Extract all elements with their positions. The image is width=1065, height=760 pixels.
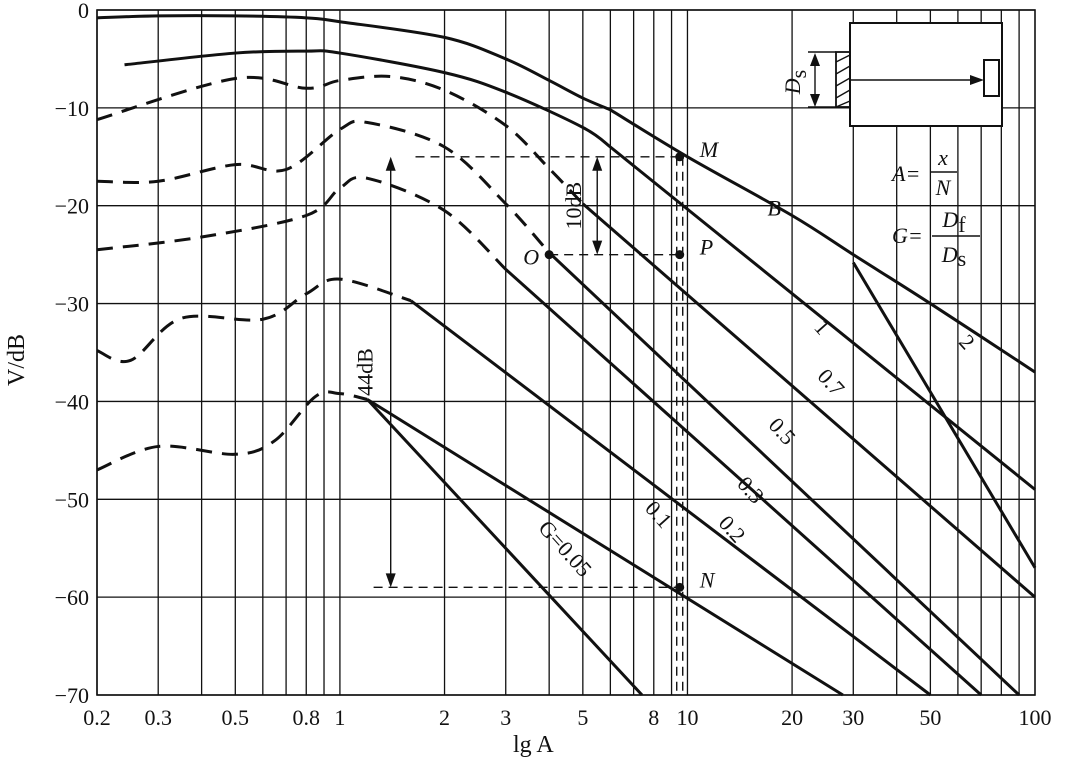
formula-g-lhs: G=	[892, 223, 923, 248]
y-tick-label: −70	[55, 683, 89, 708]
x-tick-label: 2	[439, 705, 450, 730]
x-tick-label: 30	[842, 705, 864, 730]
inset-ds-arrowhead-bottom	[810, 94, 820, 107]
x-tick-label: 0.2	[83, 705, 111, 730]
formula-g-numerator: Df	[941, 207, 966, 237]
formula-g-num-main: D	[941, 207, 958, 232]
marker-point	[675, 250, 685, 260]
x-tick-label: 0.5	[222, 705, 250, 730]
formula-g: G= Df Ds	[892, 207, 980, 271]
series-tail	[504, 268, 983, 697]
grid-lines	[96, 9, 1035, 696]
arrowhead-10db-top	[592, 156, 603, 171]
label-10db: 10dB	[561, 182, 586, 230]
series-line	[96, 390, 368, 472]
y-tick-label: −50	[55, 487, 89, 512]
inset-ds-arrowhead-top	[810, 53, 820, 66]
x-tick-label: 10	[676, 705, 698, 730]
x-axis-label: lg A	[513, 732, 554, 758]
curve-label: B	[768, 196, 781, 221]
y-axis-label: V/dB	[4, 334, 30, 386]
series-tail	[409, 299, 932, 697]
inset-hatch-line	[835, 54, 851, 63]
series-tail	[609, 145, 1036, 491]
formula-g-den-main: D	[941, 242, 958, 267]
x-tick-label: 3	[500, 705, 511, 730]
x-tick-label: 50	[919, 705, 941, 730]
inset-receiver	[983, 59, 1000, 97]
curve-label: 0.5	[764, 413, 801, 450]
inset-ds-main: D	[780, 78, 805, 95]
series-line	[96, 119, 551, 254]
point-label: P	[699, 235, 713, 260]
x-tick-label: 0.3	[144, 705, 172, 730]
label-44db: 44dB	[353, 348, 378, 396]
tick-labels: 0.2 0.3 0.5 0.8 1 2 3 5 8 10 20 30 50 100 0 −10 −20 −30 −4…	[55, 0, 1052, 730]
series-line	[96, 175, 507, 271]
series-tail	[366, 398, 644, 697]
curves	[96, 14, 1037, 697]
inset-hatch-line	[835, 77, 851, 87]
plot-frame	[96, 9, 1036, 696]
y-tick-label: −60	[55, 585, 89, 610]
point-label: M	[699, 137, 720, 162]
formula-a-lhs: A=	[890, 161, 920, 186]
arrowhead-10db-bottom	[592, 240, 603, 255]
inset-diagram: Ds	[780, 22, 1003, 127]
series-line	[96, 74, 584, 205]
x-tick-label: 20	[781, 705, 803, 730]
formula-g-denominator: Ds	[941, 242, 966, 271]
curve-label: 0.7	[813, 364, 850, 401]
x-tick-label: 1	[334, 705, 345, 730]
marker-point	[675, 582, 685, 592]
y-tick-label: −20	[55, 194, 89, 219]
curve-label: G=0.05	[534, 515, 597, 581]
arrowhead-44db-top	[385, 156, 396, 171]
y-tick-label: −40	[55, 389, 89, 414]
marker-point	[675, 152, 685, 162]
inset-ray-arrowhead	[970, 75, 984, 85]
formula-a: A= x N	[890, 145, 957, 200]
series-line	[96, 277, 412, 364]
formula-a-denominator: N	[935, 175, 952, 200]
x-tick-label: 8	[648, 705, 659, 730]
x-tick-label: 100	[1019, 705, 1052, 730]
y-tick-label: −10	[55, 96, 89, 121]
marker-point	[544, 250, 554, 260]
formula-g-den-sub: s	[958, 246, 967, 271]
series-tail	[366, 398, 844, 697]
arrowhead-44db-bottom	[385, 573, 396, 588]
series-line	[124, 49, 612, 149]
series-tail	[581, 202, 1036, 599]
series-top	[96, 14, 611, 112]
y-tick-label: −30	[55, 292, 89, 317]
inset-hatch-line	[835, 100, 851, 108]
y-tick-label: 0	[78, 0, 89, 23]
inset-ds-label: Ds	[780, 70, 811, 95]
curve-label: 0.2	[714, 510, 751, 547]
x-tick-label: 5	[577, 705, 588, 730]
point-label: O	[523, 245, 539, 270]
point-label: N	[699, 567, 716, 592]
formula-a-numerator: x	[937, 145, 948, 170]
inset-box	[849, 22, 1003, 127]
inset-hatch-line	[835, 65, 851, 75]
inset-hatch-line	[835, 89, 851, 99]
series-tail	[548, 251, 1021, 697]
x-tick-label: 0.8	[292, 705, 320, 730]
formula-g-num-sub: f	[958, 212, 966, 237]
inset-ds-sub: s	[786, 70, 811, 79]
